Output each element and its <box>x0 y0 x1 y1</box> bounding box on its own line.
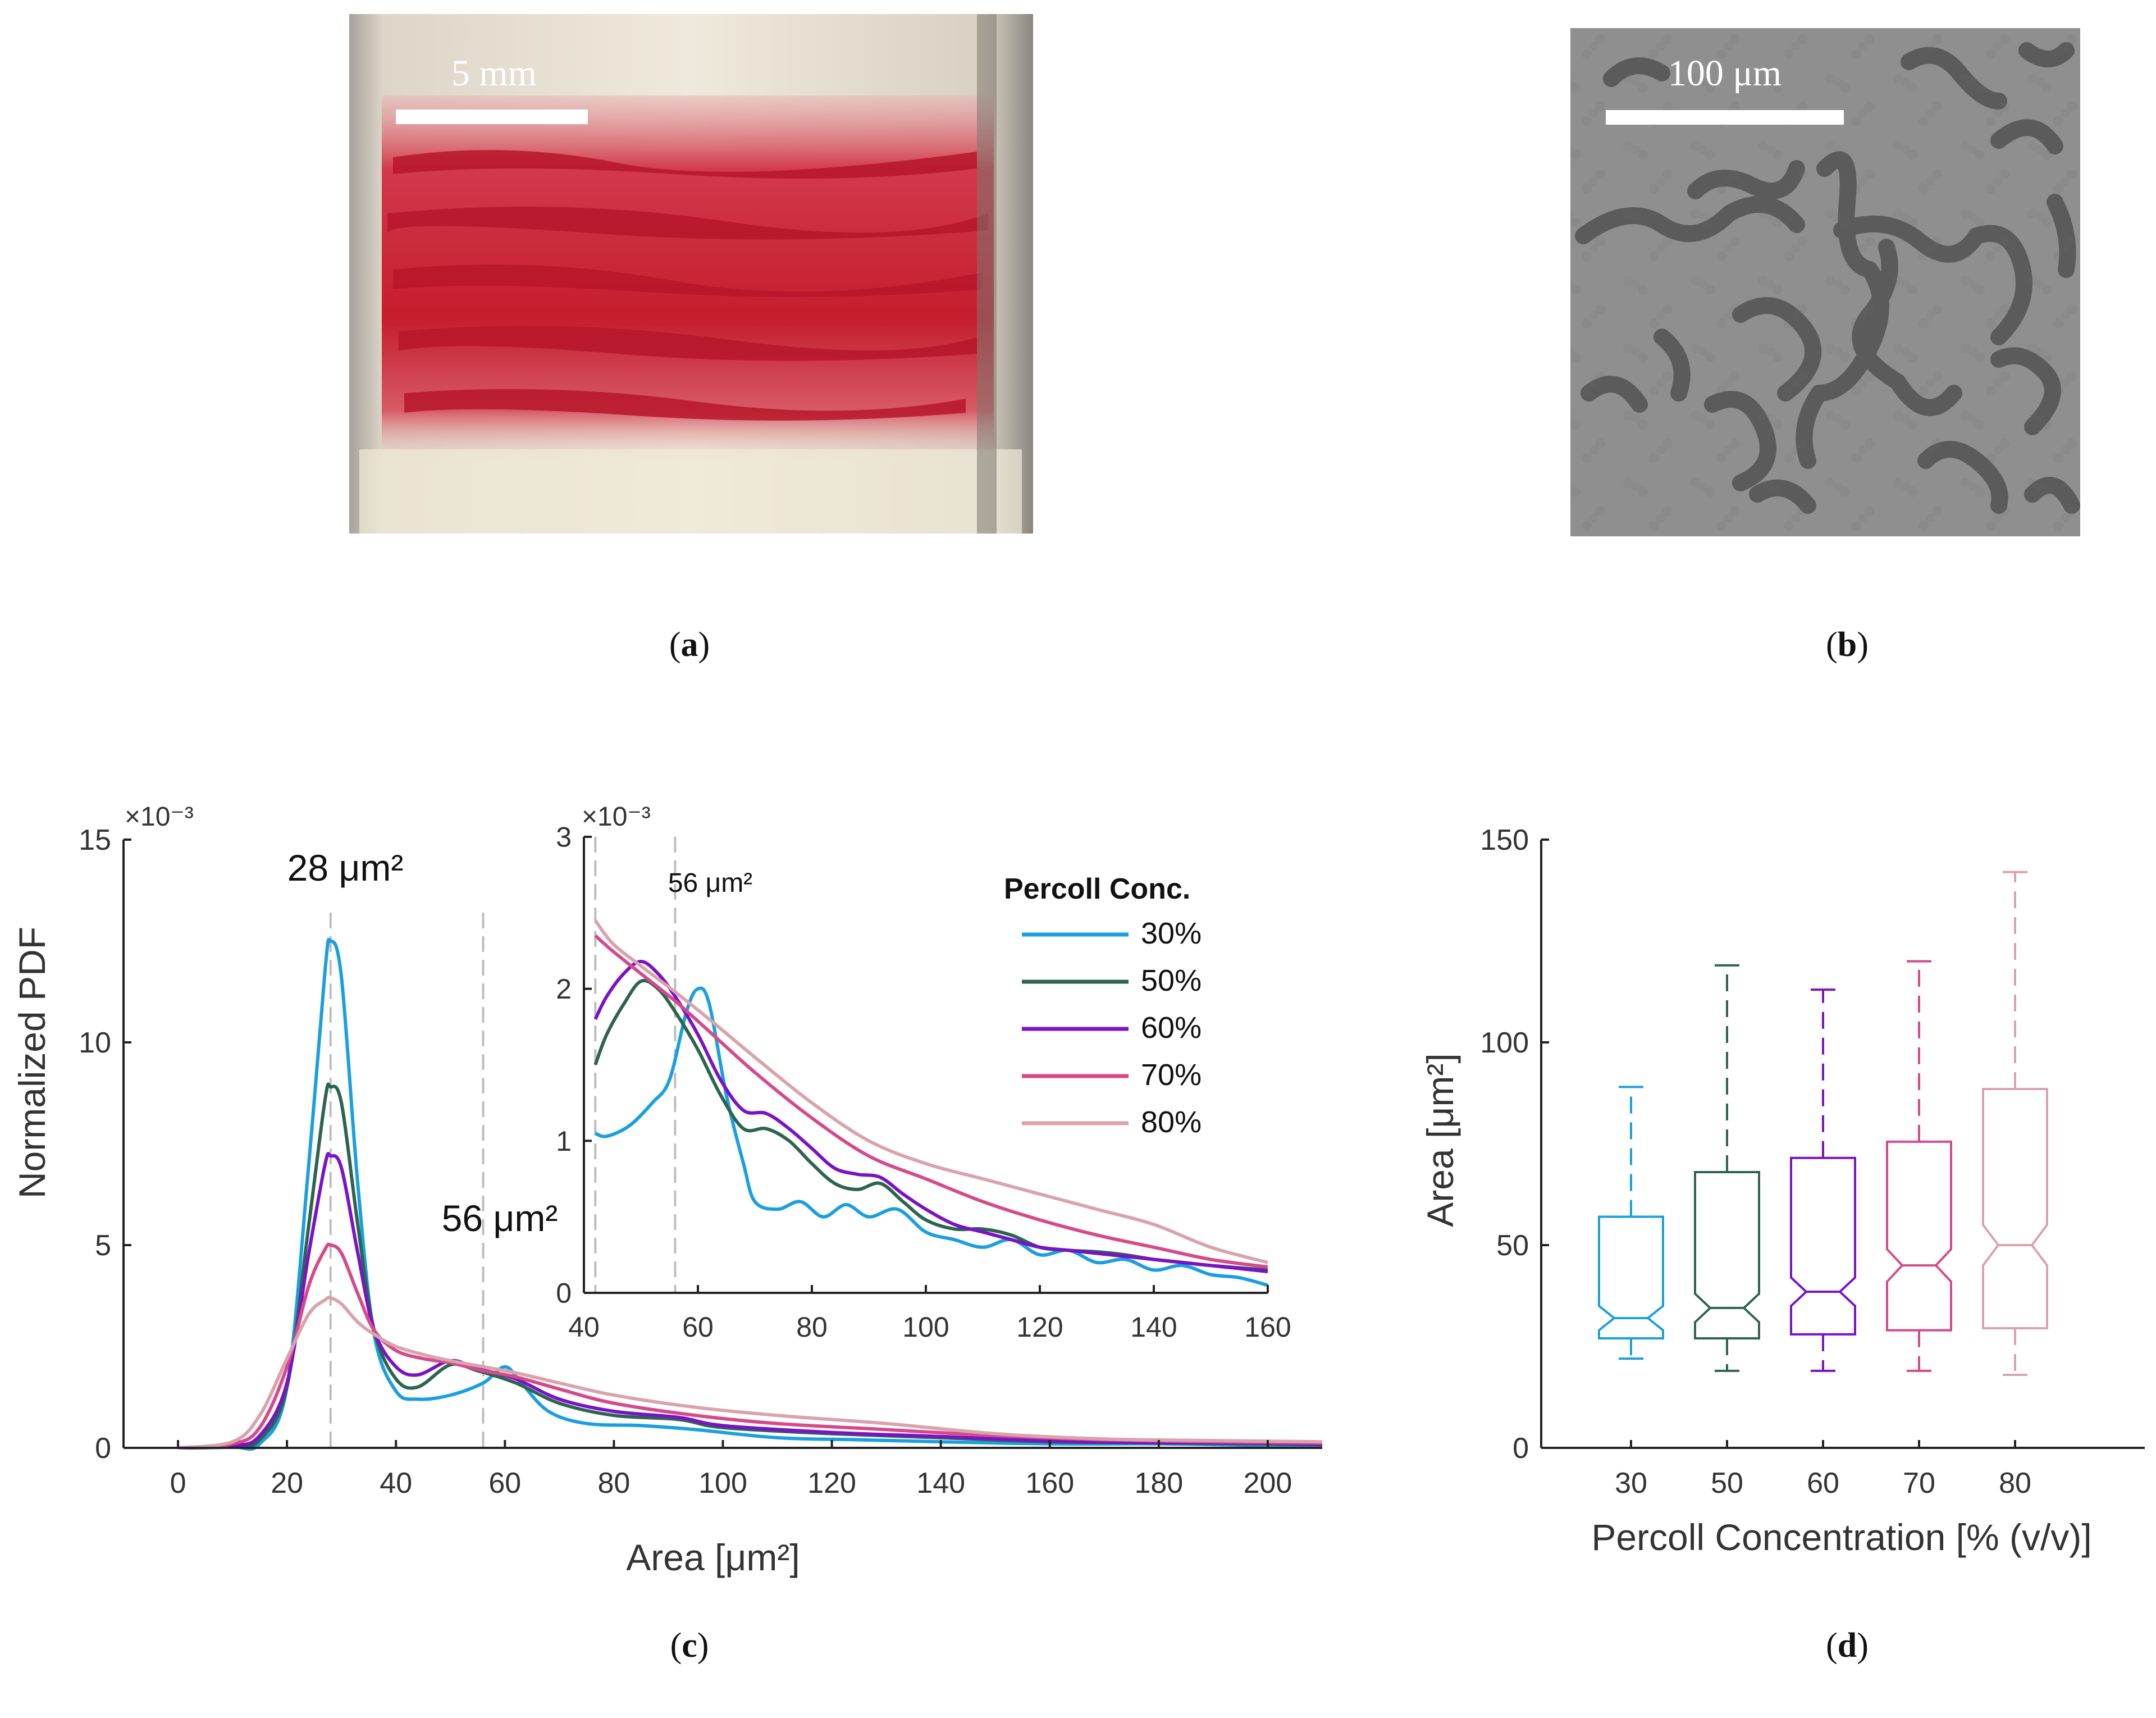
y-tick-label: 10 <box>79 1027 111 1059</box>
x-tick-label: 80 <box>597 1467 630 1500</box>
x-tick-label: 40 <box>568 1311 600 1343</box>
x-tick-label: 80 <box>796 1311 828 1343</box>
box-80 <box>1982 871 2048 1377</box>
inset-series-lines <box>593 919 1268 1287</box>
tube-wall-right <box>977 14 997 534</box>
y-tick-label: 3 <box>556 822 572 853</box>
y-multiplier: ×10⁻³ <box>125 802 194 832</box>
y-tick-label: 150 <box>1480 824 1529 856</box>
legend-label-60: 60% <box>1141 1011 1202 1045</box>
panel-a: 5 mm <box>349 14 1033 534</box>
x-tick-label: 70 <box>1903 1467 1935 1500</box>
legend-label-80: 80% <box>1141 1105 1202 1139</box>
y-tick-label: 5 <box>95 1229 111 1262</box>
chart-c-inset: 40 60 80 100 120 140 160 0 1 2 3 ×10⁻³ 56 μm² Perc… <box>556 802 1291 1343</box>
x-tick-label: 40 <box>380 1467 412 1500</box>
red-band-streaks <box>387 150 988 421</box>
legend-label-70: 70% <box>1141 1058 1202 1092</box>
x-tick-label: 160 <box>1025 1467 1074 1500</box>
box-body <box>1886 1140 1952 1332</box>
boxes <box>1598 871 2048 1377</box>
x-tick-label: 0 <box>170 1467 186 1500</box>
box-body <box>1598 1215 1664 1340</box>
y-tick-label: 50 <box>1496 1229 1529 1262</box>
box-body <box>1982 1088 2048 1330</box>
series-line-80 <box>593 919 1268 1264</box>
box-body <box>1790 1156 1856 1336</box>
x-tick-label: 20 <box>271 1467 303 1500</box>
box-body <box>1694 1171 1760 1340</box>
x-tick-label: 100 <box>902 1311 949 1343</box>
chart-d: 30 50 60 70 80 0 50 100 150 Area [μm²] Percoll C… <box>1419 824 2145 1558</box>
inset-y-multiplier: ×10⁻³ <box>582 802 651 832</box>
x-tick-label: 60 <box>682 1311 714 1343</box>
panel-label-b: (b) <box>1826 626 1869 664</box>
y-tick-label: 0 <box>95 1432 111 1465</box>
box-60 <box>1790 988 1856 1372</box>
y-tick-label: 1 <box>556 1125 572 1157</box>
inset-annotation-56: 56 μm² <box>668 868 752 898</box>
inset-axes: 40 60 80 100 120 140 160 0 1 2 3 <box>556 822 1291 1343</box>
d-x-axis-label: Percoll Concentration [% (v/v)] <box>1591 1516 2091 1558</box>
x-tick-label: 60 <box>488 1467 521 1500</box>
tube-liquid <box>359 449 1022 534</box>
x-tick-label: 120 <box>1016 1311 1063 1343</box>
x-tick-label: 200 <box>1244 1467 1292 1500</box>
box-70 <box>1886 960 1952 1372</box>
panel-label-d: (d) <box>1826 1626 1869 1665</box>
y-tick-label: 0 <box>556 1278 572 1309</box>
panel-label-c: (c) <box>670 1626 709 1665</box>
panel-label-a: (a) <box>669 626 710 664</box>
annotation-28: 28 μm² <box>287 847 404 888</box>
scale-bar-a-label: 5 mm <box>451 53 537 94</box>
x-tick-label: 60 <box>1807 1467 1839 1500</box>
series-line-70 <box>177 1242 1323 1450</box>
x-tick-label: 180 <box>1134 1467 1183 1500</box>
reference-lines <box>329 913 485 1448</box>
inset-background <box>584 837 1268 1293</box>
x-tick-label: 100 <box>698 1467 747 1500</box>
x-tick-label: 160 <box>1244 1311 1291 1343</box>
scale-bar-b-label: 100 μm <box>1668 53 1782 94</box>
panel-b: 100 μm <box>1570 28 2080 536</box>
x-tick-label: 120 <box>807 1467 856 1500</box>
x-axis-label: Area [μm²] <box>626 1537 800 1578</box>
cell-texture <box>1570 28 2080 536</box>
scale-bar-b <box>1606 110 1844 125</box>
x-tick-label: 50 <box>1711 1467 1743 1500</box>
series-line-30 <box>595 986 1268 1287</box>
x-tick-label: 80 <box>1999 1467 2031 1500</box>
y-tick-label: 0 <box>1513 1432 1529 1465</box>
x-tick-label: 140 <box>1130 1311 1177 1343</box>
y-axis-label: Normalized PDF <box>11 927 53 1199</box>
y-tick-label: 100 <box>1480 1027 1529 1059</box>
y-tick-label: 15 <box>79 824 111 856</box>
y-tick-label: 2 <box>556 973 572 1005</box>
series-line-80 <box>177 1296 1323 1450</box>
legend-title: Percoll Conc. <box>1004 873 1190 905</box>
legend: Percoll Conc. 30% 50% 60% 70% 80% <box>1004 873 1202 1139</box>
x-tick-label: 30 <box>1615 1467 1647 1500</box>
annotation-56: 56 μm² <box>442 1197 558 1239</box>
legend-label-50: 50% <box>1141 964 1202 997</box>
legend-label-30: 30% <box>1141 917 1202 950</box>
x-tick-label: 140 <box>916 1467 965 1500</box>
d-axes: 30 50 60 70 80 0 50 100 150 <box>1480 824 2145 1500</box>
box-50 <box>1694 964 1760 1372</box>
d-y-axis-label: Area [μm²] <box>1419 1053 1461 1227</box>
scale-bar-a <box>396 110 588 124</box>
series-line-70 <box>594 934 1268 1269</box>
box-30 <box>1598 1086 1664 1360</box>
